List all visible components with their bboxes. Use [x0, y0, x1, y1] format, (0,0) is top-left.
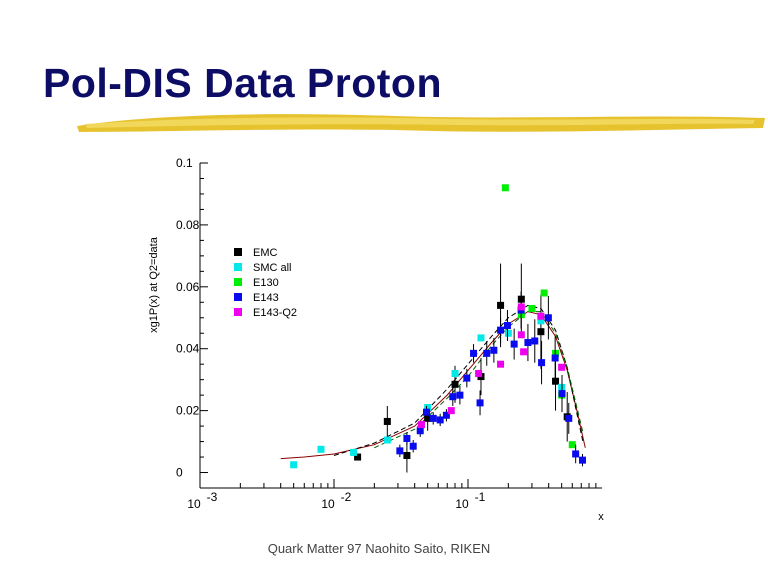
data-points [290, 184, 586, 473]
e143-point [538, 359, 546, 367]
y-tick-label: 0.08 [176, 218, 200, 232]
e143-point [531, 337, 539, 345]
slide-title: Pol-DIS Data Proton [43, 60, 443, 106]
legend-swatch-smc-all [234, 263, 242, 271]
e143-q2-point [517, 303, 525, 311]
e143-q2-point [447, 407, 455, 415]
emc-point [403, 452, 411, 459]
e143-point [463, 374, 471, 382]
y-tick-label: 0.04 [176, 342, 200, 356]
y-axis-label: xg1P(x) at Q2=data [148, 236, 160, 333]
e143-point [483, 349, 491, 357]
e143-q2-point [475, 369, 483, 377]
e143-point [497, 326, 505, 334]
x-tick-label: 10 [187, 497, 201, 511]
emc-point [424, 414, 432, 422]
y-axis-ticks: 0 0.02 0.04 0.06 0.08 0.1 [176, 156, 208, 480]
e143-point [503, 322, 511, 329]
legend-label-e143: E143 [253, 292, 279, 304]
smc-all-point [477, 334, 485, 342]
legend-label-smc-all: SMC all [253, 262, 292, 274]
emc-point [354, 453, 362, 461]
e143-point [565, 414, 573, 422]
e130-point [568, 441, 576, 449]
e143-point [551, 354, 559, 362]
e143-point [524, 339, 532, 347]
legend-label-e143-q2: E143-Q2 [253, 307, 297, 319]
y-tick-label: 0.06 [176, 280, 200, 294]
e143-point [429, 414, 437, 422]
e143-point [422, 408, 430, 416]
emc-point [537, 328, 545, 336]
e143-point [409, 442, 417, 450]
smc-all-point [350, 448, 358, 456]
e143-point [416, 427, 424, 435]
e143-q2-point [520, 348, 528, 356]
e143-point [403, 434, 411, 442]
x-tick-exponent: -1 [475, 490, 486, 504]
e143-point [558, 390, 566, 398]
emc-point [497, 301, 505, 309]
e143-point [578, 456, 586, 464]
emc-point [383, 417, 391, 425]
smc-all-point [290, 461, 298, 469]
e130-point [501, 184, 509, 192]
plot-frame [199, 163, 602, 489]
emc-point [552, 377, 560, 385]
e143-q2-point [558, 363, 566, 371]
e143-point [456, 391, 464, 399]
e130-point [540, 289, 548, 297]
smc-all-point [504, 329, 512, 337]
e143-point [442, 411, 450, 419]
x-tick-exponent: -3 [207, 490, 218, 504]
smc-all-point [451, 369, 459, 377]
x-axis-ticks: 10 -3 10 -2 10 -1 [187, 479, 597, 511]
x-tick-exponent: -2 [341, 490, 352, 504]
smc-all-point [537, 317, 545, 325]
smc-all-point [317, 445, 325, 453]
smc-all-point [424, 404, 432, 412]
y-tick-label: 0 [176, 466, 183, 480]
legend-label-e130: E130 [253, 277, 279, 289]
e143-q2-point [537, 312, 545, 320]
e143-point [436, 416, 444, 424]
legend-label-emc: EMC [253, 247, 278, 259]
legend-swatch-e143 [234, 293, 242, 301]
e143-point [544, 314, 552, 322]
g1-proton-plot: 0 0.02 0.04 0.06 0.08 0.1 10 -3 10 -2 10 -1 EMC SMC… [148, 156, 604, 523]
x-axis-label: x [598, 511, 604, 523]
slide-footer: Quark Matter 97 Naohito Saito, RIKEN [267, 541, 491, 556]
e143-point [396, 447, 404, 455]
y-tick-label: 0.02 [176, 404, 200, 418]
e143-point [490, 346, 498, 354]
legend-swatch-e143-q2 [234, 308, 242, 316]
e130-point [528, 304, 536, 312]
y-tick-label: 0.1 [176, 156, 193, 170]
e143-point [470, 349, 478, 357]
x-tick-label: 10 [321, 497, 335, 511]
e143-point [572, 450, 580, 458]
e143-q2-point [418, 421, 426, 429]
x-tick-label: 10 [455, 497, 469, 511]
fit-curve-3 [374, 311, 584, 449]
e143-point [510, 340, 518, 348]
legend: EMC SMC all E130 E143 E143-Q2 [234, 247, 297, 319]
brush-stroke-highlight [85, 117, 755, 128]
e143-point [476, 399, 484, 407]
emc-point [451, 380, 459, 388]
legend-swatch-emc [234, 248, 242, 256]
fit-curve-1 [280, 311, 586, 460]
fit-curve-2 [333, 304, 584, 456]
e143-point [449, 393, 457, 401]
fit-curves [280, 304, 586, 460]
e143-q2-point [517, 331, 525, 339]
e143-q2-point [497, 360, 505, 368]
title-brush-underline [77, 114, 765, 132]
smc-all-point [383, 436, 391, 444]
legend-swatch-e130 [234, 278, 242, 286]
